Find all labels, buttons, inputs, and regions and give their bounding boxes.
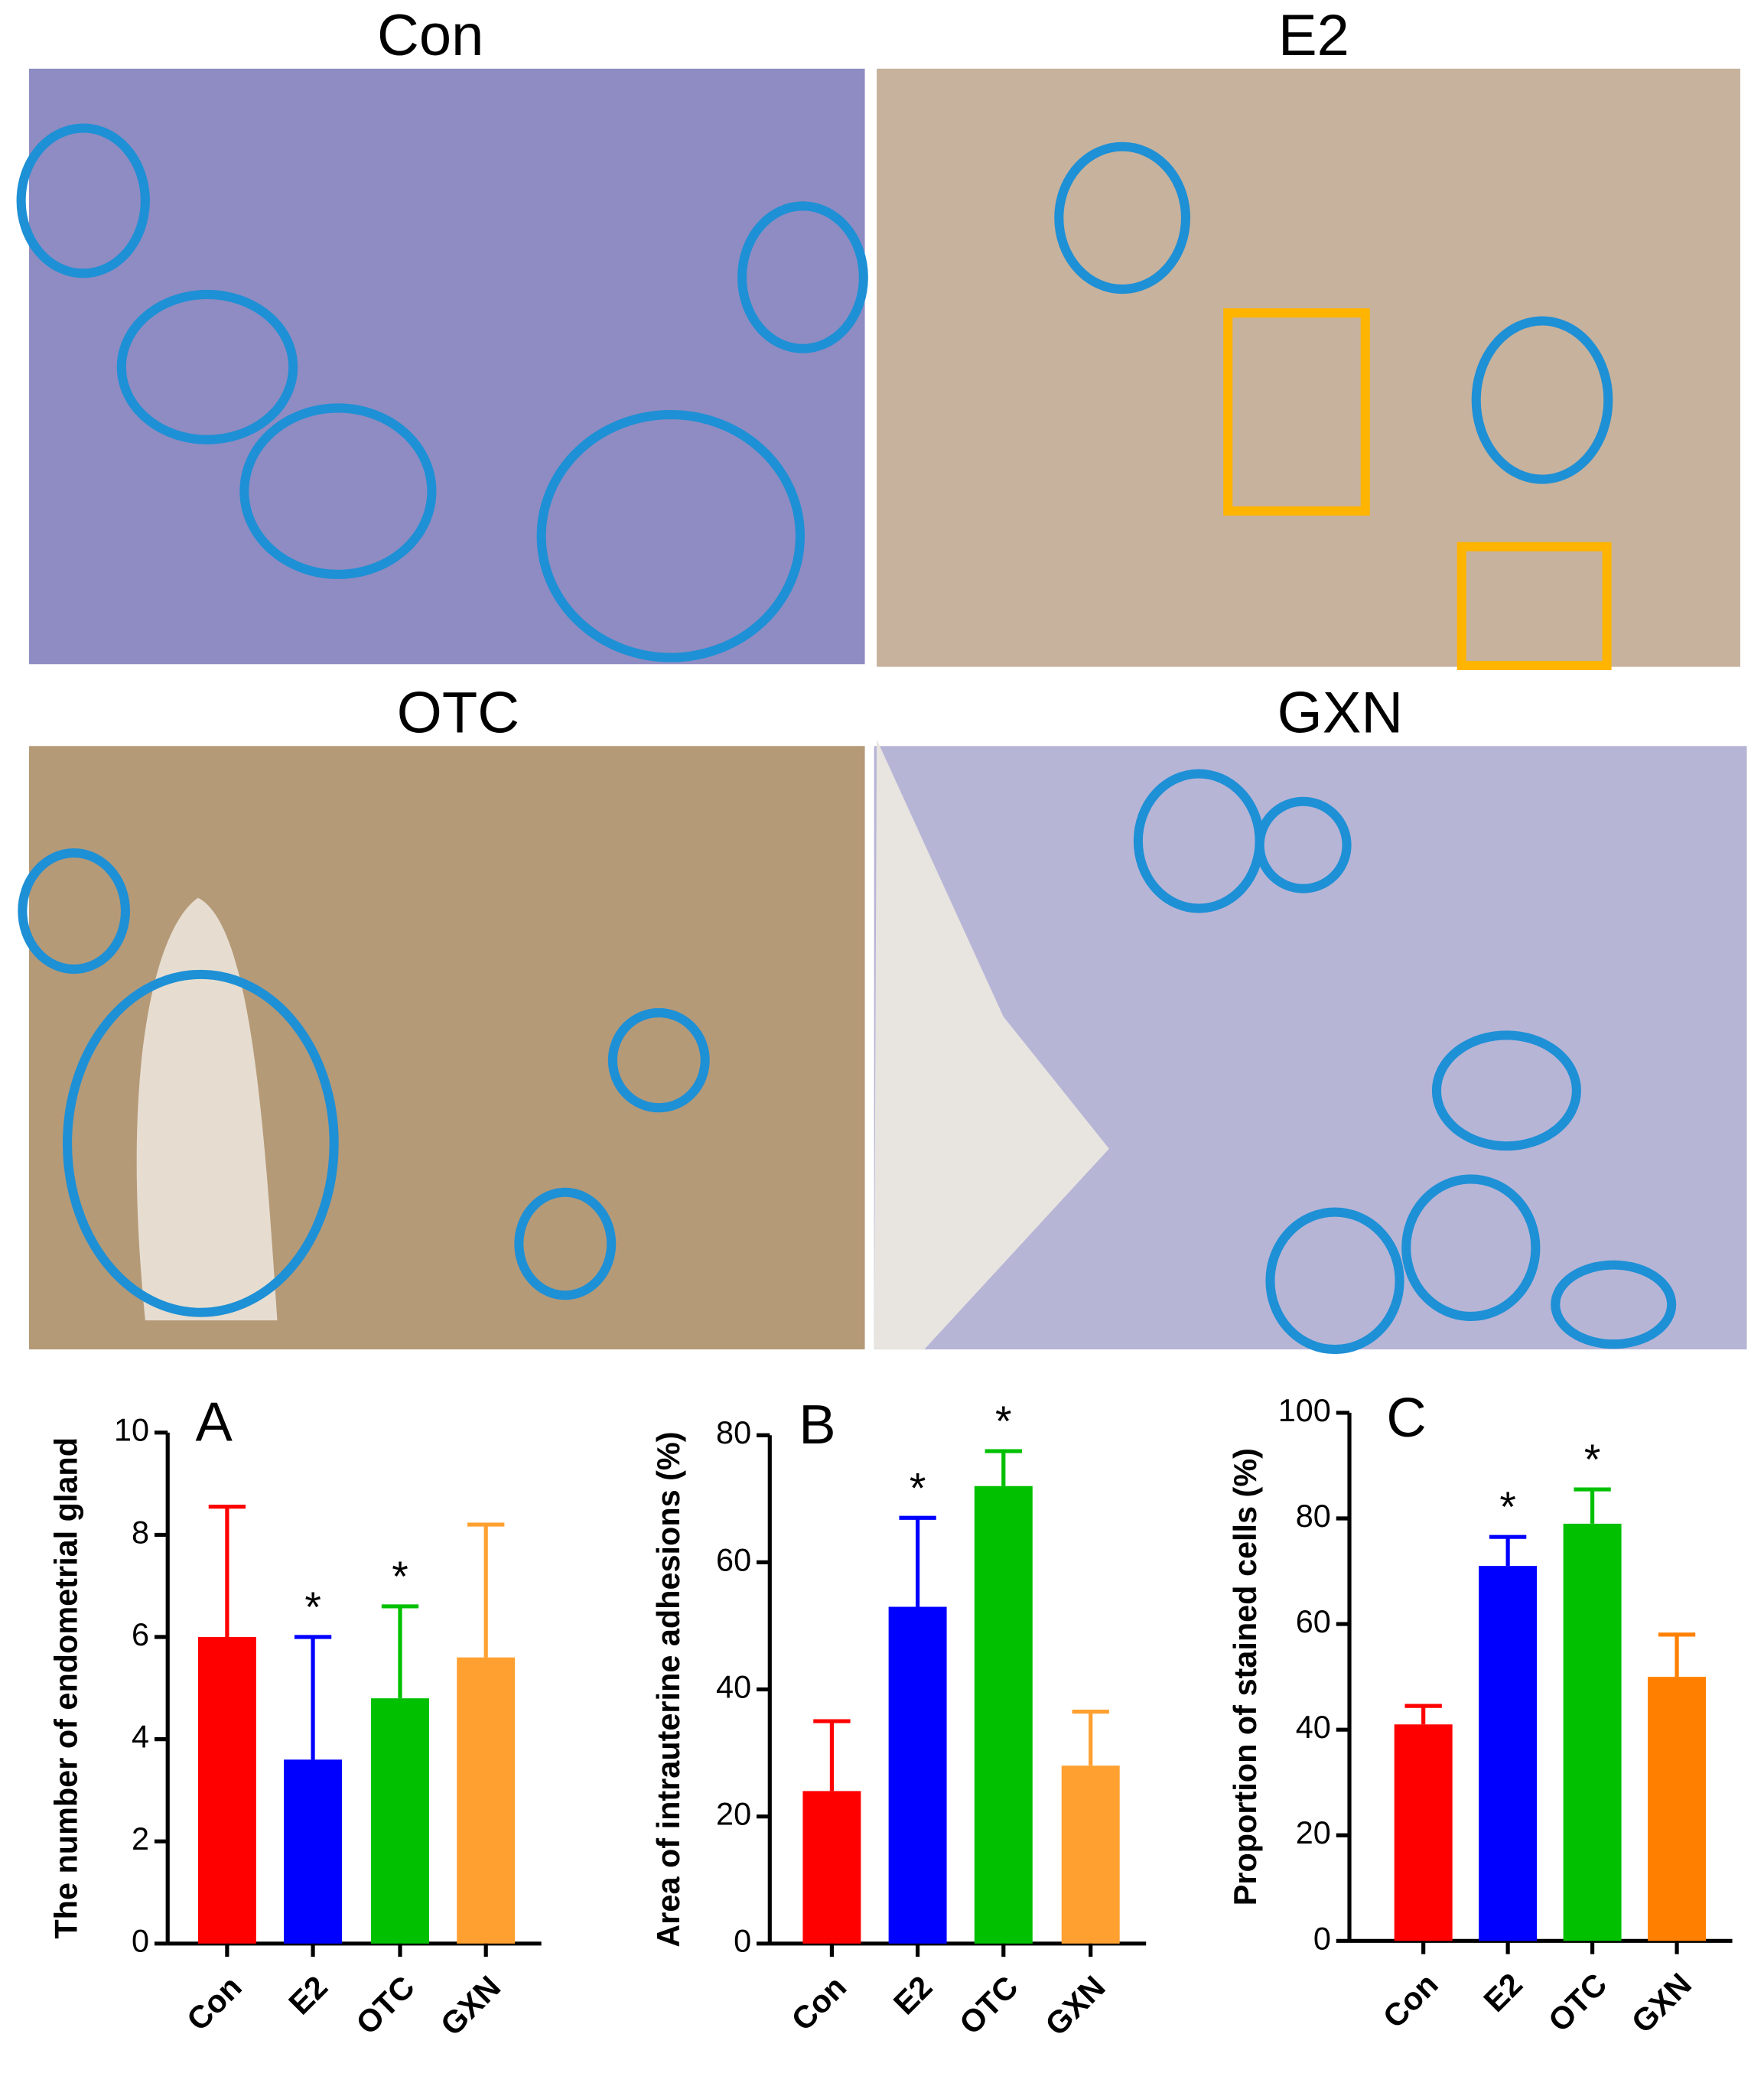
x-tick-label: Con	[180, 1969, 248, 2037]
bar	[888, 1606, 947, 1944]
y-tick-label: 0	[1313, 1921, 1331, 1956]
significance-mark: *	[392, 1553, 408, 1600]
bar	[1563, 1523, 1622, 1941]
panel-title: E2	[1278, 3, 1349, 68]
y-tick-label: 80	[716, 1415, 751, 1450]
y-tick-label: 40	[716, 1669, 751, 1704]
y-tick-label: 0	[132, 1924, 149, 1959]
y-tick-label: 2	[132, 1821, 149, 1857]
significance-mark: *	[910, 1464, 926, 1512]
x-tick-label: GXN	[1625, 1967, 1698, 2040]
significance-mark: *	[1584, 1436, 1600, 1483]
gland-circle	[1265, 1207, 1404, 1355]
error-bar	[467, 1522, 505, 1658]
bar	[284, 1759, 343, 1944]
error-bar	[1658, 1632, 1696, 1678]
x-tick-label: GXN	[1039, 1969, 1112, 2042]
error-bar	[1404, 1704, 1442, 1725]
error-bar	[813, 1719, 851, 1792]
gland-circle	[1401, 1174, 1541, 1321]
gland-circle	[1054, 142, 1191, 295]
gland-circle	[737, 201, 868, 353]
x-tick-label: OTC	[350, 1969, 421, 2041]
gland-circle	[116, 289, 298, 444]
x-tick-label: GXN	[434, 1969, 507, 2042]
y-tick-label: 4	[132, 1720, 149, 1755]
gland-circle	[16, 123, 150, 278]
gland-circle	[536, 409, 806, 662]
x-tick-label: E2	[1477, 1967, 1529, 2019]
y-tick-label: 8	[132, 1515, 149, 1550]
gland-circle	[62, 969, 339, 1317]
bar	[1394, 1724, 1453, 1941]
y-axis-label: Area of intrauterine adhesions (%)	[651, 1431, 686, 1947]
x-tick-label: Con	[1376, 1967, 1444, 2035]
y-tick-label: 20	[1296, 1815, 1331, 1850]
bar	[197, 1637, 256, 1944]
bar	[1061, 1765, 1120, 1944]
error-bar	[1489, 1534, 1527, 1567]
error-bar	[1574, 1487, 1611, 1524]
error-bar	[381, 1604, 419, 1699]
panel-label: B	[799, 1394, 835, 1456]
gland-circle	[18, 848, 131, 975]
micrographs: Con E2 OTC GXN	[16, 3, 1747, 1355]
bar	[802, 1791, 861, 1944]
x-tick-label: Con	[785, 1969, 853, 2037]
significance-mark: *	[304, 1583, 321, 1631]
y-tick-label: 40	[1296, 1710, 1331, 1745]
error-bar	[294, 1635, 332, 1760]
gland-circle	[1471, 316, 1613, 484]
bar	[1479, 1566, 1538, 1941]
y-tick-label: 20	[716, 1797, 751, 1832]
panel-title: Con	[377, 3, 483, 68]
panel-label: C	[1386, 1387, 1426, 1449]
gland-circle	[1551, 1260, 1677, 1349]
bar	[1648, 1677, 1707, 1941]
y-axis-label: Proportion of stained cells (%)	[1228, 1448, 1263, 1905]
adhesion-box	[1456, 542, 1612, 671]
x-tick-label: E2	[282, 1969, 334, 2021]
significance-mark: *	[1499, 1483, 1516, 1531]
x-tick-label: E2	[887, 1969, 939, 2021]
micrograph-con	[28, 68, 865, 665]
gland-circle	[1431, 1030, 1581, 1151]
error-bar	[1072, 1710, 1109, 1766]
bar	[457, 1657, 516, 1944]
bar	[371, 1698, 429, 1944]
y-tick-label: 60	[716, 1542, 751, 1577]
panel-title: GXN	[1277, 680, 1404, 745]
y-tick-label: 100	[1278, 1393, 1331, 1428]
error-bar	[899, 1515, 936, 1607]
gland-circle	[239, 403, 437, 579]
y-tick-label: 0	[734, 1924, 751, 1959]
error-bar	[208, 1505, 246, 1638]
x-tick-label: OTC	[952, 1969, 1024, 2041]
significance-mark: *	[995, 1398, 1012, 1445]
panel-title: OTC	[397, 680, 519, 745]
y-axis-label: The number of endometrial gland	[49, 1437, 84, 1939]
y-tick-label: 10	[114, 1413, 149, 1448]
y-tick-label: 6	[132, 1617, 149, 1652]
y-tick-label: 80	[1296, 1499, 1331, 1534]
gland-circle	[607, 1007, 710, 1113]
panel-label: A	[195, 1391, 233, 1453]
y-tick-label: 60	[1296, 1604, 1331, 1639]
bar	[974, 1486, 1033, 1944]
error-bar	[985, 1449, 1022, 1486]
gland-circle	[1255, 796, 1352, 893]
adhesion-box	[1223, 308, 1370, 516]
x-tick-label: OTC	[1541, 1967, 1613, 2039]
lumen	[136, 897, 278, 1321]
micrograph-e2	[877, 68, 1740, 667]
lumen	[874, 739, 1109, 1350]
gland-circle	[514, 1187, 617, 1300]
